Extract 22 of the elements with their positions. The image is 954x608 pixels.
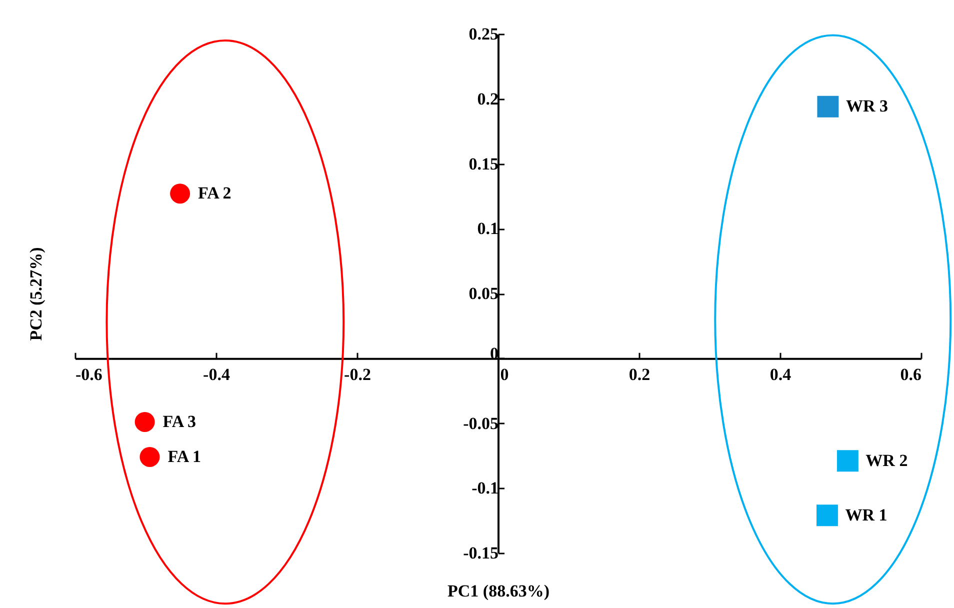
annotation: FA 3: [162, 412, 196, 431]
x-tick-label: 0.2: [628, 364, 650, 384]
y-tick-label: -0.05: [463, 414, 498, 433]
annotation: WR 1: [845, 505, 888, 524]
y-axis-title: PC2 (5.27%): [26, 247, 46, 341]
x-tick-label: -0.6: [76, 364, 102, 384]
y-tick-label: 0.25: [468, 24, 498, 44]
annotation: FA 2: [198, 184, 232, 203]
y-tick-label: -0.15: [463, 544, 498, 562]
y-tick-label: 0.1: [477, 219, 498, 238]
y-tick-label: 0.2: [477, 89, 498, 108]
annotation: WR 2: [866, 450, 908, 470]
x-axis-title: PC1 (88.63%): [448, 582, 550, 600]
annotation: FA 1: [168, 446, 201, 466]
y-tick-label: 0.15: [468, 154, 498, 174]
x-tick-label: -0.2: [344, 364, 371, 384]
y-tick-label: 0.05: [468, 284, 498, 303]
annotation: WR 3: [846, 96, 888, 116]
y-tick-label: -0.1: [472, 478, 498, 498]
x-tick-label: 0.6: [900, 364, 922, 384]
x-tick-label: -0.4: [203, 364, 230, 384]
x-tick-label: 0.4: [770, 364, 792, 384]
